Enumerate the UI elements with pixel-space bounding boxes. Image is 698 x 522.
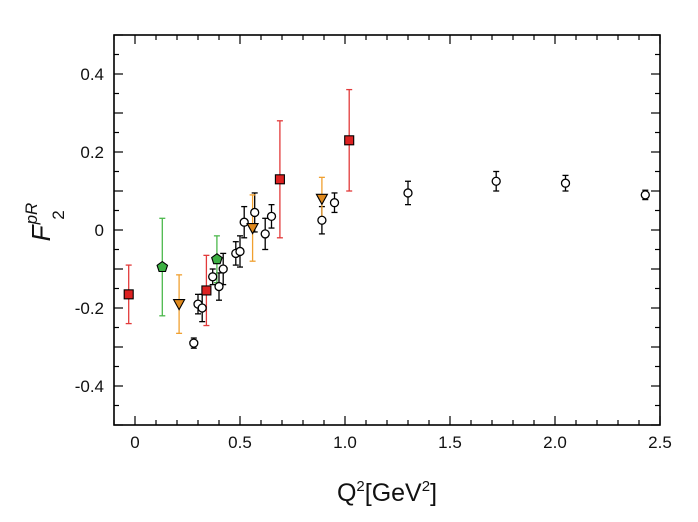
data-point bbox=[403, 188, 413, 198]
data-point bbox=[560, 178, 571, 188]
data-point bbox=[211, 253, 223, 265]
data-point bbox=[640, 190, 650, 200]
data-point bbox=[214, 281, 224, 292]
data-point bbox=[344, 135, 355, 146]
data-point bbox=[189, 338, 199, 348]
data-point bbox=[329, 198, 340, 208]
data-point bbox=[218, 264, 228, 274]
data-point bbox=[317, 215, 327, 225]
data-point bbox=[239, 217, 249, 227]
data-point bbox=[260, 229, 270, 239]
data-point bbox=[201, 285, 212, 296]
axis-ticks bbox=[113, 34, 661, 426]
y-tick-label: -0.2 bbox=[75, 299, 104, 318]
data-point bbox=[197, 303, 207, 313]
data-point bbox=[235, 246, 245, 257]
y-axis-title: FpR 2 bbox=[22, 203, 68, 242]
y-tick-label: 0.4 bbox=[80, 65, 104, 84]
y-tick-labels: 0.4 0.2 0 -0.2 -0.4 bbox=[75, 65, 104, 396]
data-point bbox=[491, 176, 501, 186]
data-point bbox=[274, 174, 285, 185]
y-tick-label: 0.2 bbox=[80, 143, 104, 162]
data-point bbox=[123, 289, 134, 300]
x-tick-label: 0.5 bbox=[228, 433, 252, 452]
data-point bbox=[208, 272, 218, 282]
data-markers bbox=[123, 135, 650, 348]
data-point bbox=[315, 193, 329, 206]
x-axis-title: Q2[GeV2] bbox=[337, 478, 437, 507]
plot-frame bbox=[113, 34, 661, 426]
data-point bbox=[156, 260, 169, 273]
x-tick-label: 2.0 bbox=[543, 433, 567, 452]
x-tick-label: 1.0 bbox=[333, 433, 357, 452]
data-point bbox=[266, 211, 277, 222]
x-tick-label: 2.5 bbox=[648, 433, 672, 452]
data-point bbox=[172, 299, 186, 311]
y-tick-label: 0 bbox=[95, 221, 104, 240]
x-tick-labels: 0 0.5 1.0 1.5 2.0 2.5 bbox=[130, 433, 672, 452]
y-tick-label: -0.4 bbox=[75, 377, 104, 396]
x-tick-label: 1.5 bbox=[438, 433, 462, 452]
data-point bbox=[250, 207, 260, 218]
x-tick-label: 0 bbox=[130, 433, 139, 452]
data-point bbox=[246, 223, 260, 235]
